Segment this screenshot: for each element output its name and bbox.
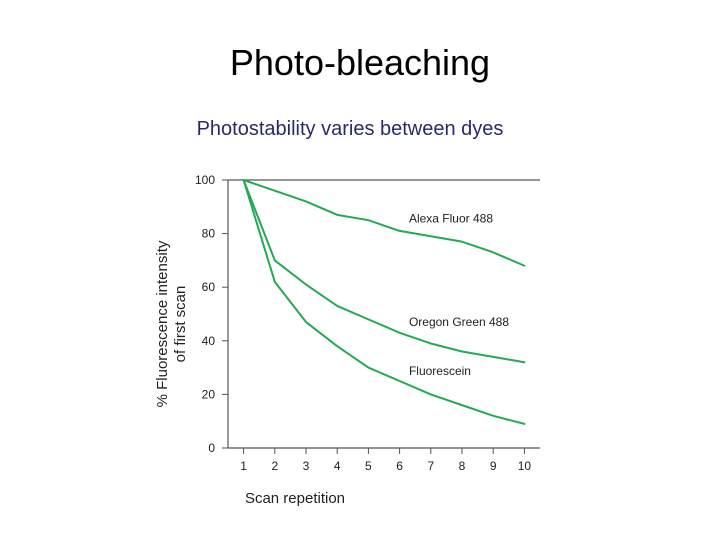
y-tick-label: 100 — [195, 173, 215, 187]
y-tick-label: 0 — [208, 441, 215, 455]
y-tick-label: 80 — [202, 227, 216, 241]
x-tick-label: 7 — [427, 459, 434, 473]
y-axis-label: of first scan — [172, 286, 189, 363]
x-tick-label: 8 — [459, 459, 466, 473]
series-line-0 — [242, 179, 526, 267]
y-tick-label: 60 — [202, 280, 216, 294]
slide-title: Photo-bleaching — [229, 42, 491, 83]
series-label: Alexa Fluor 488 — [409, 212, 493, 226]
x-tick-label: 3 — [303, 459, 310, 473]
x-tick-label: 10 — [518, 459, 532, 473]
series-line-1 — [242, 179, 526, 364]
x-tick-label: 6 — [396, 459, 403, 473]
y-tick-label: 40 — [202, 334, 216, 348]
series-label: Oregon Green 488 — [409, 315, 509, 329]
slide-subtitle: Photostability varies between dyes — [196, 118, 504, 140]
x-tick-label: 4 — [334, 459, 341, 473]
x-tick-label: 9 — [490, 459, 497, 473]
x-tick-label: 2 — [271, 459, 278, 473]
x-tick-label: 5 — [365, 459, 372, 473]
series-label: Fluorescein — [409, 364, 471, 378]
x-tick-label: 1 — [240, 459, 247, 473]
series-line-2 — [242, 179, 526, 425]
photobleaching-chart: 0 20 40 60 80 100 1 2 3 4 5 6 7 8 9 10 Scan repetition % … — [154, 173, 540, 507]
y-tick-label: 20 — [202, 387, 216, 401]
y-axis-label: % Fluorescence intensity — [154, 240, 171, 407]
x-axis-label: Scan repetition — [245, 490, 345, 507]
